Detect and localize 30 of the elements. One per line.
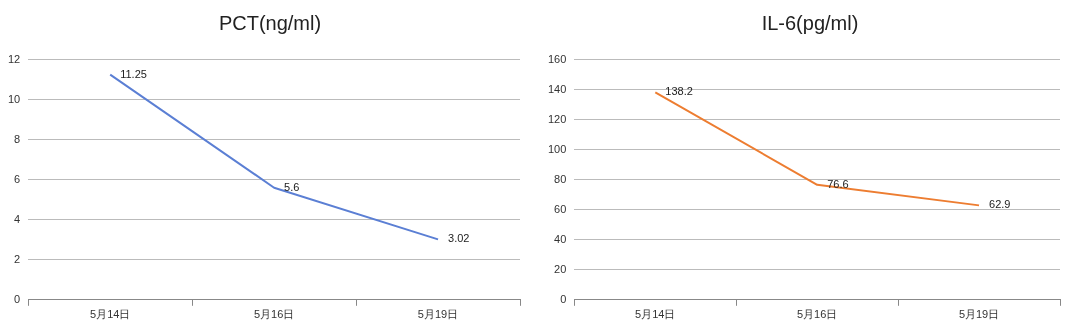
chart-title: IL-6(pg/ml) [760, 12, 860, 35]
data-label: 5.6 [284, 180, 300, 193]
y-tick-label: 10 [7, 92, 21, 105]
y-tick-label: 8 [14, 132, 21, 145]
y-tick-label: 140 [547, 82, 567, 95]
y-tick-label: 120 [547, 112, 567, 125]
y-tick-label: 0 [14, 292, 21, 305]
x-tick-label: 5月16日 [797, 308, 838, 321]
y-tick-label: 2 [14, 252, 21, 265]
y-tick-label: 160 [547, 52, 567, 65]
y-tick-label: 40 [554, 232, 567, 245]
x-tick-label: 5月16日 [253, 308, 295, 321]
y-tick-label: 20 [554, 262, 567, 275]
x-tick-label: 5月14日 [635, 308, 676, 321]
x-tick-label: 5月14日 [90, 308, 131, 321]
y-tick-label: 6 [14, 172, 21, 185]
data-label: 76.6 [827, 177, 849, 190]
y-tick-label: 0 [560, 292, 567, 305]
y-tick-label: 80 [554, 172, 567, 185]
y-tick-label: 4 [14, 212, 21, 225]
x-tick-label: 5月19日 [417, 308, 459, 321]
data-label: 3.02 [448, 232, 470, 245]
y-tick-label: 60 [554, 202, 567, 215]
y-tick-label: 100 [547, 142, 567, 155]
x-tick-label: 5月19日 [958, 308, 1000, 321]
data-label: 11.25 [120, 67, 147, 80]
chart-title: PCT(ng/ml) [217, 12, 323, 35]
y-tick-label: 12 [7, 52, 21, 65]
data-label: 62.9 [989, 198, 1011, 211]
data-label: 138.2 [665, 85, 693, 98]
